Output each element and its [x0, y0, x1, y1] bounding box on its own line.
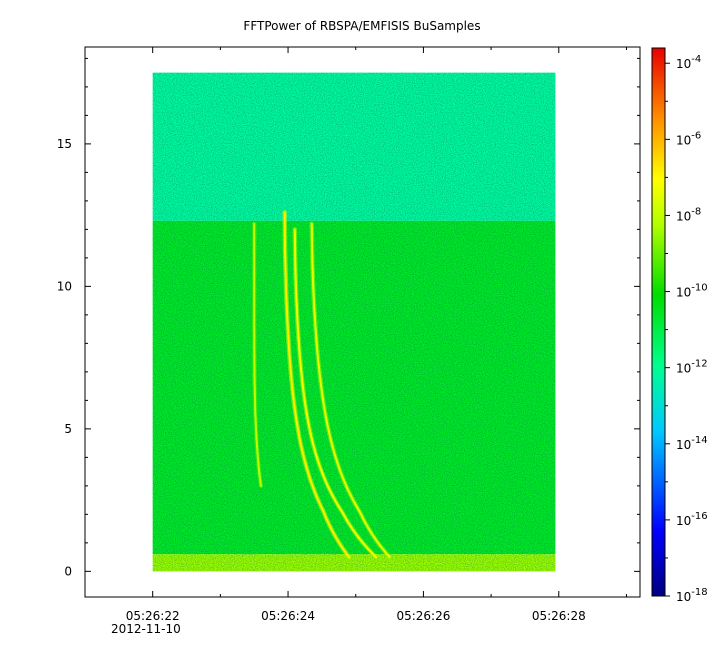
colorbar-tick-label: 10-18 — [676, 587, 708, 604]
x-tick-label: 05:26:24 — [261, 609, 315, 623]
colorbar-axis: 10-4 10-6 10-8 10-10 10-12 10-14 10-16 10-18 — [665, 54, 708, 604]
chart-title: FFTPower of RBSPA/EMFISIS BuSamples — [243, 19, 480, 33]
y-tick-label: 0 — [64, 564, 72, 578]
spectrogram-image — [152, 72, 556, 572]
y-tick-label: 15 — [57, 137, 72, 151]
colorbar-tick-label: 10-4 — [676, 54, 701, 71]
x-axis: 05:26:22 05:26:24 05:26:26 05:26:28 — [84, 47, 627, 623]
x-tick-label: 05:26:22 — [126, 609, 180, 623]
colorbar-tick-label: 10-14 — [676, 435, 708, 452]
x-tick-label: 05:26:28 — [532, 609, 586, 623]
colorbar-tick-label: 10-16 — [676, 511, 708, 528]
chorus-trace — [293, 228, 377, 559]
colorbar-tick-label: 10-8 — [676, 206, 701, 223]
x-tick-label: 05:26:26 — [396, 609, 450, 623]
chorus-trace — [283, 211, 350, 559]
colorbar — [651, 47, 666, 597]
colorbar-tick-label: 10-6 — [676, 130, 701, 147]
spectrogram-noise — [152, 72, 556, 572]
y-tick-label: 5 — [64, 422, 72, 436]
chorus-traces — [251, 210, 392, 560]
chorus-trace — [310, 222, 391, 559]
colorbar-tick-label: 10-10 — [676, 283, 708, 300]
y-tick-label: 10 — [57, 279, 72, 293]
x-axis-date-label: 2012-11-10 — [111, 622, 181, 636]
chorus-trace — [253, 222, 262, 487]
y-axis: 0 5 10 15 — [57, 57, 640, 578]
colorbar-tick-label: 10-12 — [676, 359, 708, 376]
